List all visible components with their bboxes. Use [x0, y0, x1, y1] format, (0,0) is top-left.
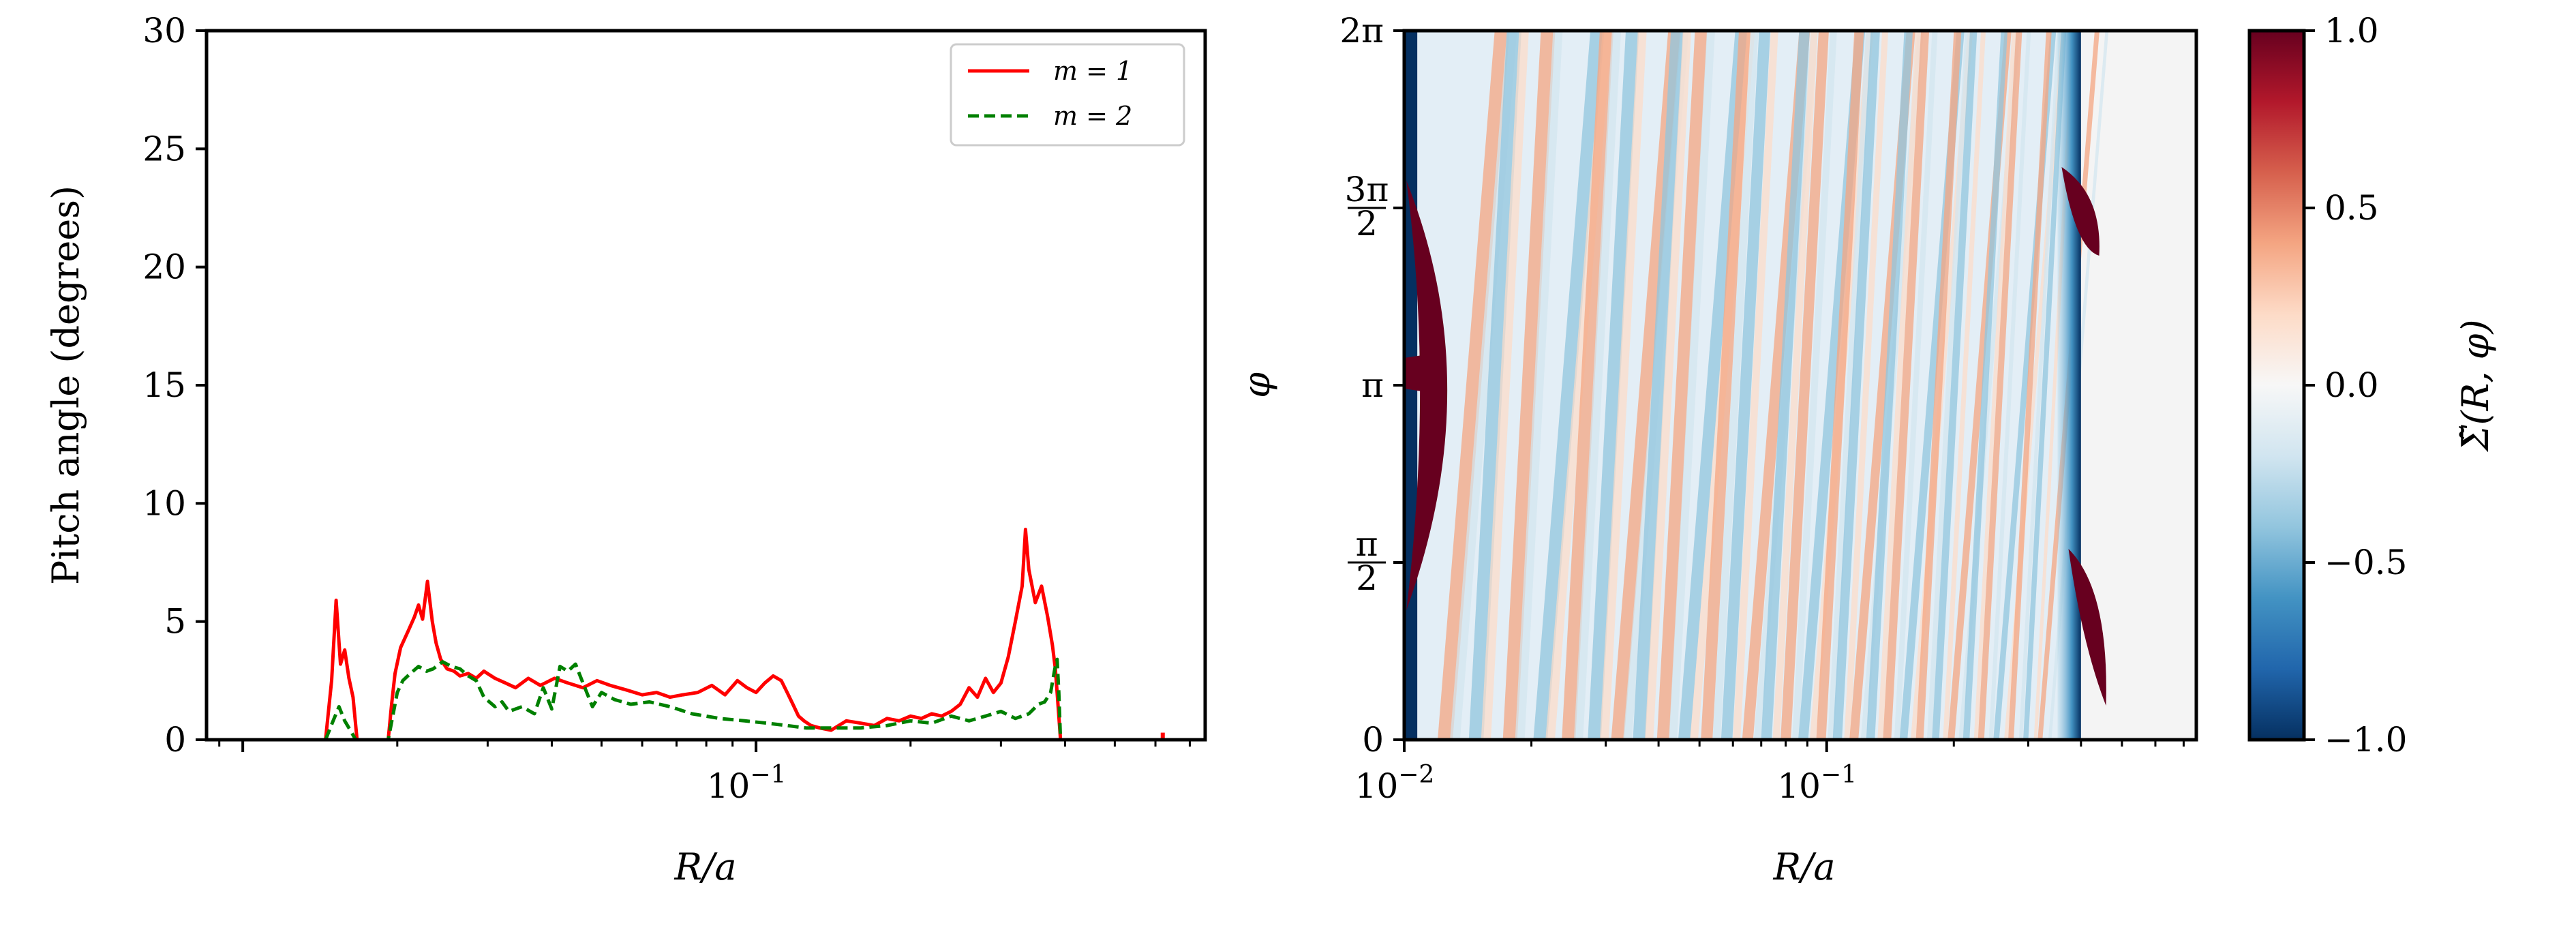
left-y-tick-label: 10 — [142, 483, 186, 523]
heatmap-spiral-stripe — [1599, 31, 1647, 740]
heatmap-spiral-stripe — [1926, 31, 1970, 740]
heatmap-outer-gap — [2057, 31, 2081, 740]
heatmap-spiral-stripe — [1894, 31, 1938, 740]
heatmap-inner-overdensity — [1406, 181, 1448, 610]
heatmap-spiral-stripe — [2008, 31, 2052, 740]
heatmap-spiral-stripe — [1562, 31, 1613, 740]
heatmap-spiral-stripe — [1669, 31, 1715, 740]
left-y-tick-label: 0 — [164, 720, 186, 760]
heatmap-spiral-stripe — [1721, 31, 1771, 740]
left-x-ticks: 10−1 — [218, 740, 1191, 806]
right-y-tick-label-numerator: 3π — [1345, 170, 1389, 209]
heatmap-spiral-stripe — [1866, 31, 1913, 740]
heatmap-spiral-stripe — [1963, 31, 2008, 740]
heatmap-spiral-stripe — [1761, 31, 1810, 740]
heatmap-spiral-stripe — [1656, 31, 1708, 740]
left-y-tick-label: 30 — [142, 11, 186, 50]
right-y-tick-label-denominator: 2 — [1356, 558, 1378, 598]
left-y-ticks: 0 5 10 15 20 25 30 — [142, 11, 207, 760]
heatmap-spiral-stripe — [1515, 31, 1563, 740]
right-x-ticks: 10−2 10−1 — [1355, 740, 2185, 806]
left-y-tick-label: 15 — [142, 365, 186, 405]
colorbar-tick-label: −0.5 — [2324, 543, 2407, 582]
heatmap-spiral-stripe — [1733, 31, 1778, 740]
heatmap-outer-overdensity-lower — [2068, 549, 2106, 706]
right-y-tick-label: π — [1361, 365, 1384, 405]
left-x-tick-label: 10−1 — [707, 761, 787, 806]
heatmap-spiral-stripe — [1816, 31, 1864, 740]
heatmap-outer-overdensity-upper — [2061, 167, 2100, 256]
right-x-axis-label: R/a — [1772, 845, 1835, 888]
heatmap-spiral-stripe — [1973, 31, 2016, 740]
heatmap-spiral-stripe — [1468, 31, 1522, 740]
heatmap-spiral-stripe — [1633, 31, 1684, 740]
right-x-tick-label: 10−1 — [1777, 761, 1857, 806]
heatmap-spiral-stripe — [1772, 31, 1818, 740]
heatmap-spiral-stripe — [1701, 31, 1751, 740]
right-y-tick-label-denominator: 2 — [1356, 204, 1378, 243]
heatmap-spiral-stripe — [1832, 31, 1880, 740]
right-x-tick-label: 10−2 — [1355, 761, 1435, 806]
heatmap-spiral-stripe — [1792, 31, 1837, 740]
right-y-tick-label-numerator: π — [1356, 524, 1378, 564]
heatmap-spiral-stripe — [1644, 31, 1692, 740]
pitch-angle-plot-area — [324, 528, 1165, 740]
heatmap-spiral-stripe — [1533, 31, 1605, 740]
heatmap-image — [1404, 31, 2196, 740]
heatmap-inner-spur — [1404, 355, 1427, 392]
right-x-tick-label-exponent: −2 — [1398, 761, 1434, 789]
heatmap-spiral-stripe — [1481, 31, 1529, 740]
left-y-axis-label: Pitch angle (degrees) — [44, 185, 87, 585]
heatmap-spiral-stripe — [2018, 31, 2061, 740]
heatmap-spiral-stripe — [1781, 31, 1829, 740]
left-y-tick-label: 5 — [164, 602, 186, 642]
heatmap-spiral-stripe — [1883, 31, 1930, 740]
heatmap-spiral-stripe — [2023, 31, 2067, 740]
colorbar-tick-label: 0.0 — [2324, 365, 2379, 405]
left-x-tick-label-exponent: −1 — [750, 761, 786, 789]
heatmap-spiral-stripe — [1915, 31, 1962, 740]
left-x-axis-label: R/a — [673, 845, 736, 888]
legend: m = 1 m = 2 — [950, 43, 1185, 147]
left-x-tick-label-base: 10 — [707, 766, 751, 806]
heatmap-spiral-stripe — [1943, 31, 1986, 740]
series-line-m1 — [324, 528, 1063, 740]
right-y-axis-label: φ — [1235, 372, 1278, 398]
series-line-m2 — [324, 657, 1063, 740]
legend-entry-m1: m = 1 — [1053, 56, 1132, 86]
colorbar-tick-label: 1.0 — [2324, 11, 2379, 50]
heatmap-spiral-stripe — [1588, 31, 1639, 740]
left-y-tick-label: 20 — [142, 247, 186, 287]
right-x-tick-label-base: 10 — [1355, 766, 1399, 806]
right-y-tick-label: 2π — [1339, 11, 1384, 50]
right-x-tick-label-base: 10 — [1777, 766, 1821, 806]
colorbar-tick-label: −1.0 — [2324, 720, 2407, 760]
legend-entry-m2: m = 2 — [1053, 101, 1132, 131]
heatmap-spiral-stripe — [1877, 31, 1922, 740]
heatmap-spiral-stripe — [1978, 31, 2022, 740]
heatmap-spiral-stripe — [1502, 31, 1556, 740]
colorbar-ticks: 1.0 0.5 0.0 −0.5 −1.0 — [2304, 11, 2407, 760]
right-y-tick-label: 0 — [1362, 720, 1384, 760]
colorbar-gradient — [2247, 29, 2306, 742]
heatmap-spiral-stripe — [1844, 31, 1889, 740]
colorbar: 1.0 0.5 0.0 −0.5 −1.0 Σ̃(R, φ) — [2247, 11, 2497, 760]
colorbar-label: Σ̃(R, φ) — [2454, 319, 2497, 452]
heatmap-spiral-stripe — [1932, 31, 1978, 740]
left-y-tick-label: 25 — [142, 129, 186, 168]
heatmap-spiral-stripe — [1438, 31, 1510, 740]
colorbar-tick-label: 0.5 — [2324, 188, 2379, 228]
heatmap-spiral-stripe — [1828, 31, 1873, 740]
right-x-tick-label-exponent: −1 — [1821, 761, 1857, 789]
heatmap-spiral-stripe — [1712, 31, 1759, 740]
heatmap-spiral-stripe — [1988, 31, 2031, 740]
heatmap-spiral-stripe — [1573, 31, 1622, 740]
